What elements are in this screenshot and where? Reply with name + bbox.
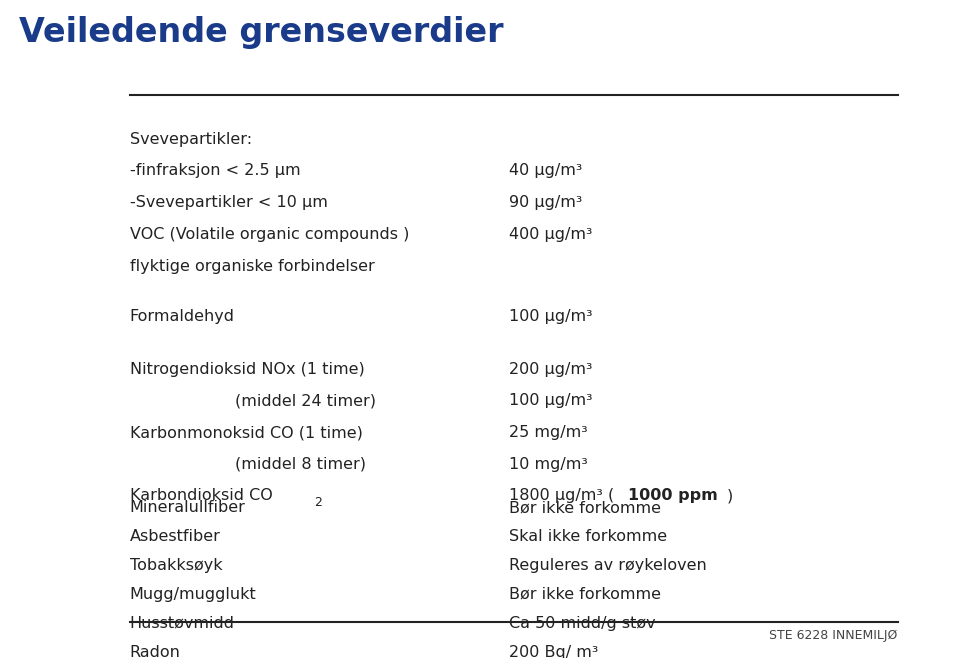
Text: Nitrogendioksid NOx (1 time): Nitrogendioksid NOx (1 time) bbox=[130, 362, 365, 377]
Text: -finfraksjon < 2.5 μm: -finfraksjon < 2.5 μm bbox=[130, 163, 300, 178]
Text: STE 6228 INNEMILJØ: STE 6228 INNEMILJØ bbox=[769, 628, 898, 642]
Text: Mineralullfiber: Mineralullfiber bbox=[130, 500, 246, 515]
Text: Karbonmonoksid CO (1 time): Karbonmonoksid CO (1 time) bbox=[130, 425, 363, 440]
Text: VOC (Volatile organic compounds ): VOC (Volatile organic compounds ) bbox=[130, 227, 409, 242]
Text: Tobakksøyk: Tobakksøyk bbox=[130, 558, 222, 573]
Text: (middel 8 timer): (middel 8 timer) bbox=[235, 457, 366, 472]
Text: Ca 50 midd/g støv: Ca 50 midd/g støv bbox=[509, 616, 656, 631]
Text: Karbondioksid CO: Karbondioksid CO bbox=[130, 488, 273, 503]
Text: 10 mg/m³: 10 mg/m³ bbox=[509, 457, 588, 472]
Text: 400 μg/m³: 400 μg/m³ bbox=[509, 227, 592, 242]
Text: 1000 ppm: 1000 ppm bbox=[628, 488, 717, 503]
Text: (middel 24 timer): (middel 24 timer) bbox=[235, 393, 376, 409]
Text: Asbestfiber: Asbestfiber bbox=[130, 529, 221, 544]
Text: 25 mg/m³: 25 mg/m³ bbox=[509, 425, 588, 440]
Text: Svevepartikler:: Svevepartikler: bbox=[130, 132, 252, 147]
Text: 1800 μg/m³ (: 1800 μg/m³ ( bbox=[509, 488, 614, 503]
Text: Formaldehyd: Formaldehyd bbox=[130, 309, 234, 324]
Text: Skal ikke forkomme: Skal ikke forkomme bbox=[509, 529, 667, 544]
Text: flyktige organiske forbindelser: flyktige organiske forbindelser bbox=[130, 259, 374, 274]
Text: -Svevepartikler < 10 μm: -Svevepartikler < 10 μm bbox=[130, 195, 327, 210]
Text: Husstøvmidd: Husstøvmidd bbox=[130, 616, 234, 631]
Text: ): ) bbox=[727, 488, 733, 503]
Text: 90 μg/m³: 90 μg/m³ bbox=[509, 195, 582, 210]
Text: Bør ikke forkomme: Bør ikke forkomme bbox=[509, 500, 660, 515]
Text: 200 μg/m³: 200 μg/m³ bbox=[509, 362, 592, 377]
Text: Mugg/mugglukt: Mugg/mugglukt bbox=[130, 587, 256, 602]
Text: 2: 2 bbox=[314, 496, 322, 509]
Text: 100 μg/m³: 100 μg/m³ bbox=[509, 309, 592, 324]
Text: 200 Bq/ m³: 200 Bq/ m³ bbox=[509, 645, 598, 658]
Text: Reguleres av røykeloven: Reguleres av røykeloven bbox=[509, 558, 707, 573]
Text: Veiledende grenseverdier: Veiledende grenseverdier bbox=[19, 16, 504, 49]
Text: Bør ikke forkomme: Bør ikke forkomme bbox=[509, 587, 660, 602]
Text: 100 μg/m³: 100 μg/m³ bbox=[509, 393, 592, 409]
Text: Radon: Radon bbox=[130, 645, 180, 658]
Text: 40 μg/m³: 40 μg/m³ bbox=[509, 163, 582, 178]
